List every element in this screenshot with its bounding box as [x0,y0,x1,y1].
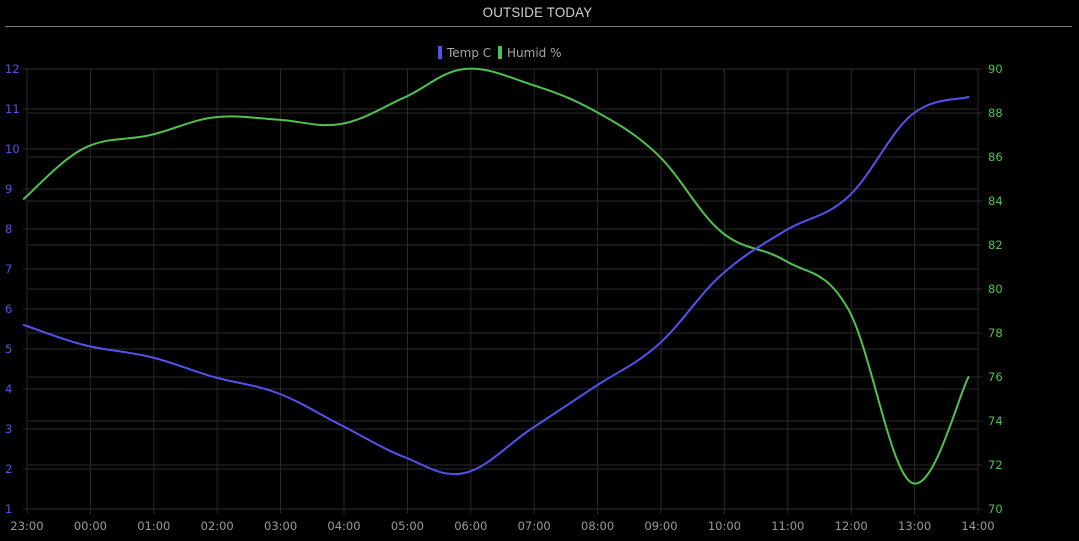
y-right-tick-label: 70 [988,502,1003,516]
legend-swatch [498,46,502,59]
x-tick-label: 06:00 [454,519,487,533]
x-tick-label: 08:00 [581,519,614,533]
y-right-tick-label: 88 [988,106,1003,120]
x-tick-label: 11:00 [771,519,804,533]
y-right-tick-label: 86 [988,150,1003,164]
y-left-tick-label: 9 [5,182,12,196]
x-tick-label: 14:00 [961,519,994,533]
y-right-tick-label: 72 [988,458,1003,472]
y-left-tick-label: 6 [5,302,12,316]
legend-item-humid[interactable]: Humid % [498,46,562,60]
right-y-axis: 70 72 74 76 78 80 82 84 86 88 90 [988,62,1003,516]
x-tick-label: 04:00 [327,519,360,533]
x-tick-label: 01:00 [137,519,170,533]
series-lines [22,67,970,485]
y-right-tick-label: 76 [988,370,1003,384]
x-tick-label: 00:00 [74,519,107,533]
y-right-tick-label: 80 [988,282,1003,296]
x-tick-label: 23:00 [10,519,43,533]
y-right-tick-label: 90 [988,62,1003,76]
grid-lines [23,68,982,514]
legend[interactable]: Temp C Humid % [438,46,562,60]
legend-item-temp-c[interactable]: Temp C [438,46,491,60]
legend-label: Humid % [507,46,562,60]
y-left-tick-label: 5 [5,342,12,356]
legend-swatch [438,46,442,59]
y-left-tick-label: 2 [5,462,12,476]
y-left-tick-label: 4 [5,382,12,396]
y-left-tick-label: 1 [5,502,12,516]
y-left-tick-label: 10 [5,142,20,156]
y-right-tick-label: 82 [988,238,1003,252]
y-right-tick-label: 78 [988,326,1003,340]
y-left-tick-label: 8 [5,222,12,236]
x-tick-label: 05:00 [391,519,424,533]
x-tick-label: 10:00 [708,519,741,533]
title-divider [5,26,1072,27]
widget-title: OUTSIDE TODAY [482,4,593,20]
legend-label: Temp C [446,46,491,60]
y-right-tick-label: 84 [988,194,1003,208]
x-tick-label: 03:00 [264,519,297,533]
series-line-humid [22,67,970,485]
x-tick-label: 07:00 [518,519,551,533]
x-tick-label: 09:00 [644,519,677,533]
y-left-tick-label: 7 [5,262,12,276]
x-axis: 23:00 00:00 01:00 02:00 03:00 04:00 05:00 06:00… [10,519,994,533]
y-left-tick-label: 12 [5,62,20,76]
x-tick-label: 13:00 [898,519,931,533]
x-tick-label: 02:00 [201,519,234,533]
x-tick-label: 12:00 [835,519,868,533]
y-left-tick-label: 3 [5,422,12,436]
series-line-temp-c [22,96,970,476]
y-right-tick-label: 74 [988,414,1003,428]
y-left-tick-label: 11 [5,102,20,116]
